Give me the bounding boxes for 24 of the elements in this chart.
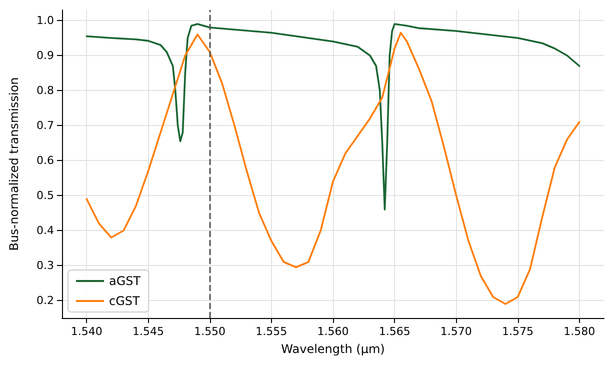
x-axis-title: Wavelength (µm) xyxy=(281,342,385,356)
y-tick-label: 0.9 xyxy=(36,49,54,62)
x-tick-label: 1.555 xyxy=(256,325,288,338)
x-tick-label: 1.540 xyxy=(70,325,102,338)
x-tick-label: 1.550 xyxy=(194,325,226,338)
y-tick-label: 0.3 xyxy=(36,259,54,272)
y-tick-label: 0.6 xyxy=(36,154,54,167)
y-tick-label: 0.4 xyxy=(36,224,54,237)
legend-label: aGST xyxy=(109,274,142,288)
x-tick-label: 1.545 xyxy=(132,325,164,338)
x-tick-label: 1.570 xyxy=(440,325,472,338)
legend-label: cGST xyxy=(109,294,141,308)
y-tick-label: 0.2 xyxy=(36,294,54,307)
y-tick-label: 1.0 xyxy=(36,14,54,27)
line-series xyxy=(86,32,580,305)
x-tick-label: 1.580 xyxy=(564,325,596,338)
y-axis-title: Bus-normalized transmission xyxy=(7,77,21,251)
y-tick-label: 0.8 xyxy=(36,84,54,97)
x-tick-label: 1.575 xyxy=(502,325,534,338)
y-tick-label: 0.7 xyxy=(36,119,54,132)
line-series xyxy=(86,23,580,210)
y-tick-label: 0.5 xyxy=(36,189,54,202)
x-tick-label: 1.565 xyxy=(378,325,410,338)
x-tick-label: 1.560 xyxy=(317,325,349,338)
